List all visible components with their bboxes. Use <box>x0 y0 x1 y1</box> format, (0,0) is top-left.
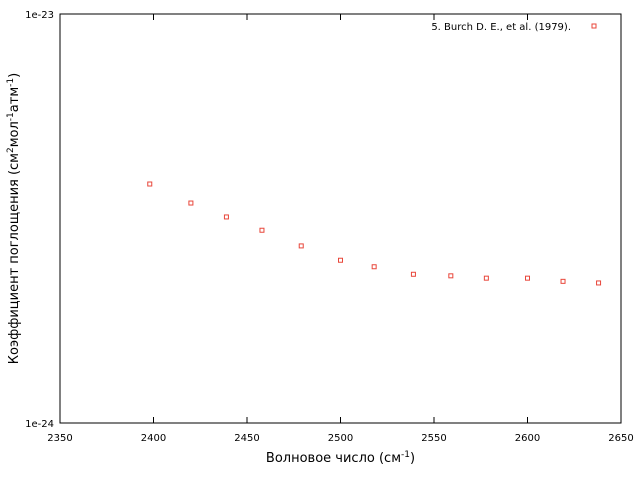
point <box>188 200 194 206</box>
point <box>298 243 304 249</box>
xlabel: Волновое число (см-1) <box>266 450 415 466</box>
x-tick-label: 2350 <box>47 433 72 444</box>
xlabel-part: -1 <box>401 450 410 460</box>
ylabel-part: -1 <box>6 78 16 87</box>
point <box>147 181 153 187</box>
ylabel-part: -1 <box>6 112 16 121</box>
ylabel-part: 2 <box>6 147 16 153</box>
ylabel-part: мол <box>7 121 22 147</box>
ylabel-part: атм <box>7 87 22 112</box>
xlabel-part: ) <box>410 451 415 466</box>
legend-label: 5. Burch D. E., et al. (1979). <box>431 22 571 33</box>
ylabel-part: Коэффициент поглощения (см <box>7 153 22 364</box>
x-tick-label: 2550 <box>421 433 446 444</box>
point <box>259 227 265 233</box>
y-tick-label: 1e-24 <box>25 419 54 430</box>
point <box>410 271 416 277</box>
legend-marker <box>591 23 597 29</box>
x-tick-label: 2400 <box>141 433 166 444</box>
point <box>223 214 229 220</box>
xlabel-part: Волновое число (см <box>266 451 401 466</box>
point <box>338 257 343 263</box>
x-tick-label: 2650 <box>608 433 633 444</box>
point <box>483 275 489 281</box>
x-tick-label: 2500 <box>328 433 353 444</box>
point <box>525 275 530 281</box>
ylabel-part: ) <box>7 73 22 78</box>
x-tick-label: 2450 <box>234 433 259 444</box>
plot-frame <box>59 13 622 424</box>
x-tick-label: 2600 <box>515 433 540 444</box>
point <box>371 264 377 270</box>
point <box>560 278 566 284</box>
point <box>596 280 602 286</box>
y-tick-label: 1e-23 <box>25 10 54 21</box>
point <box>448 273 454 279</box>
ylabel: Коэффициент поглощения (см2мол-1атм-1) <box>6 73 22 364</box>
